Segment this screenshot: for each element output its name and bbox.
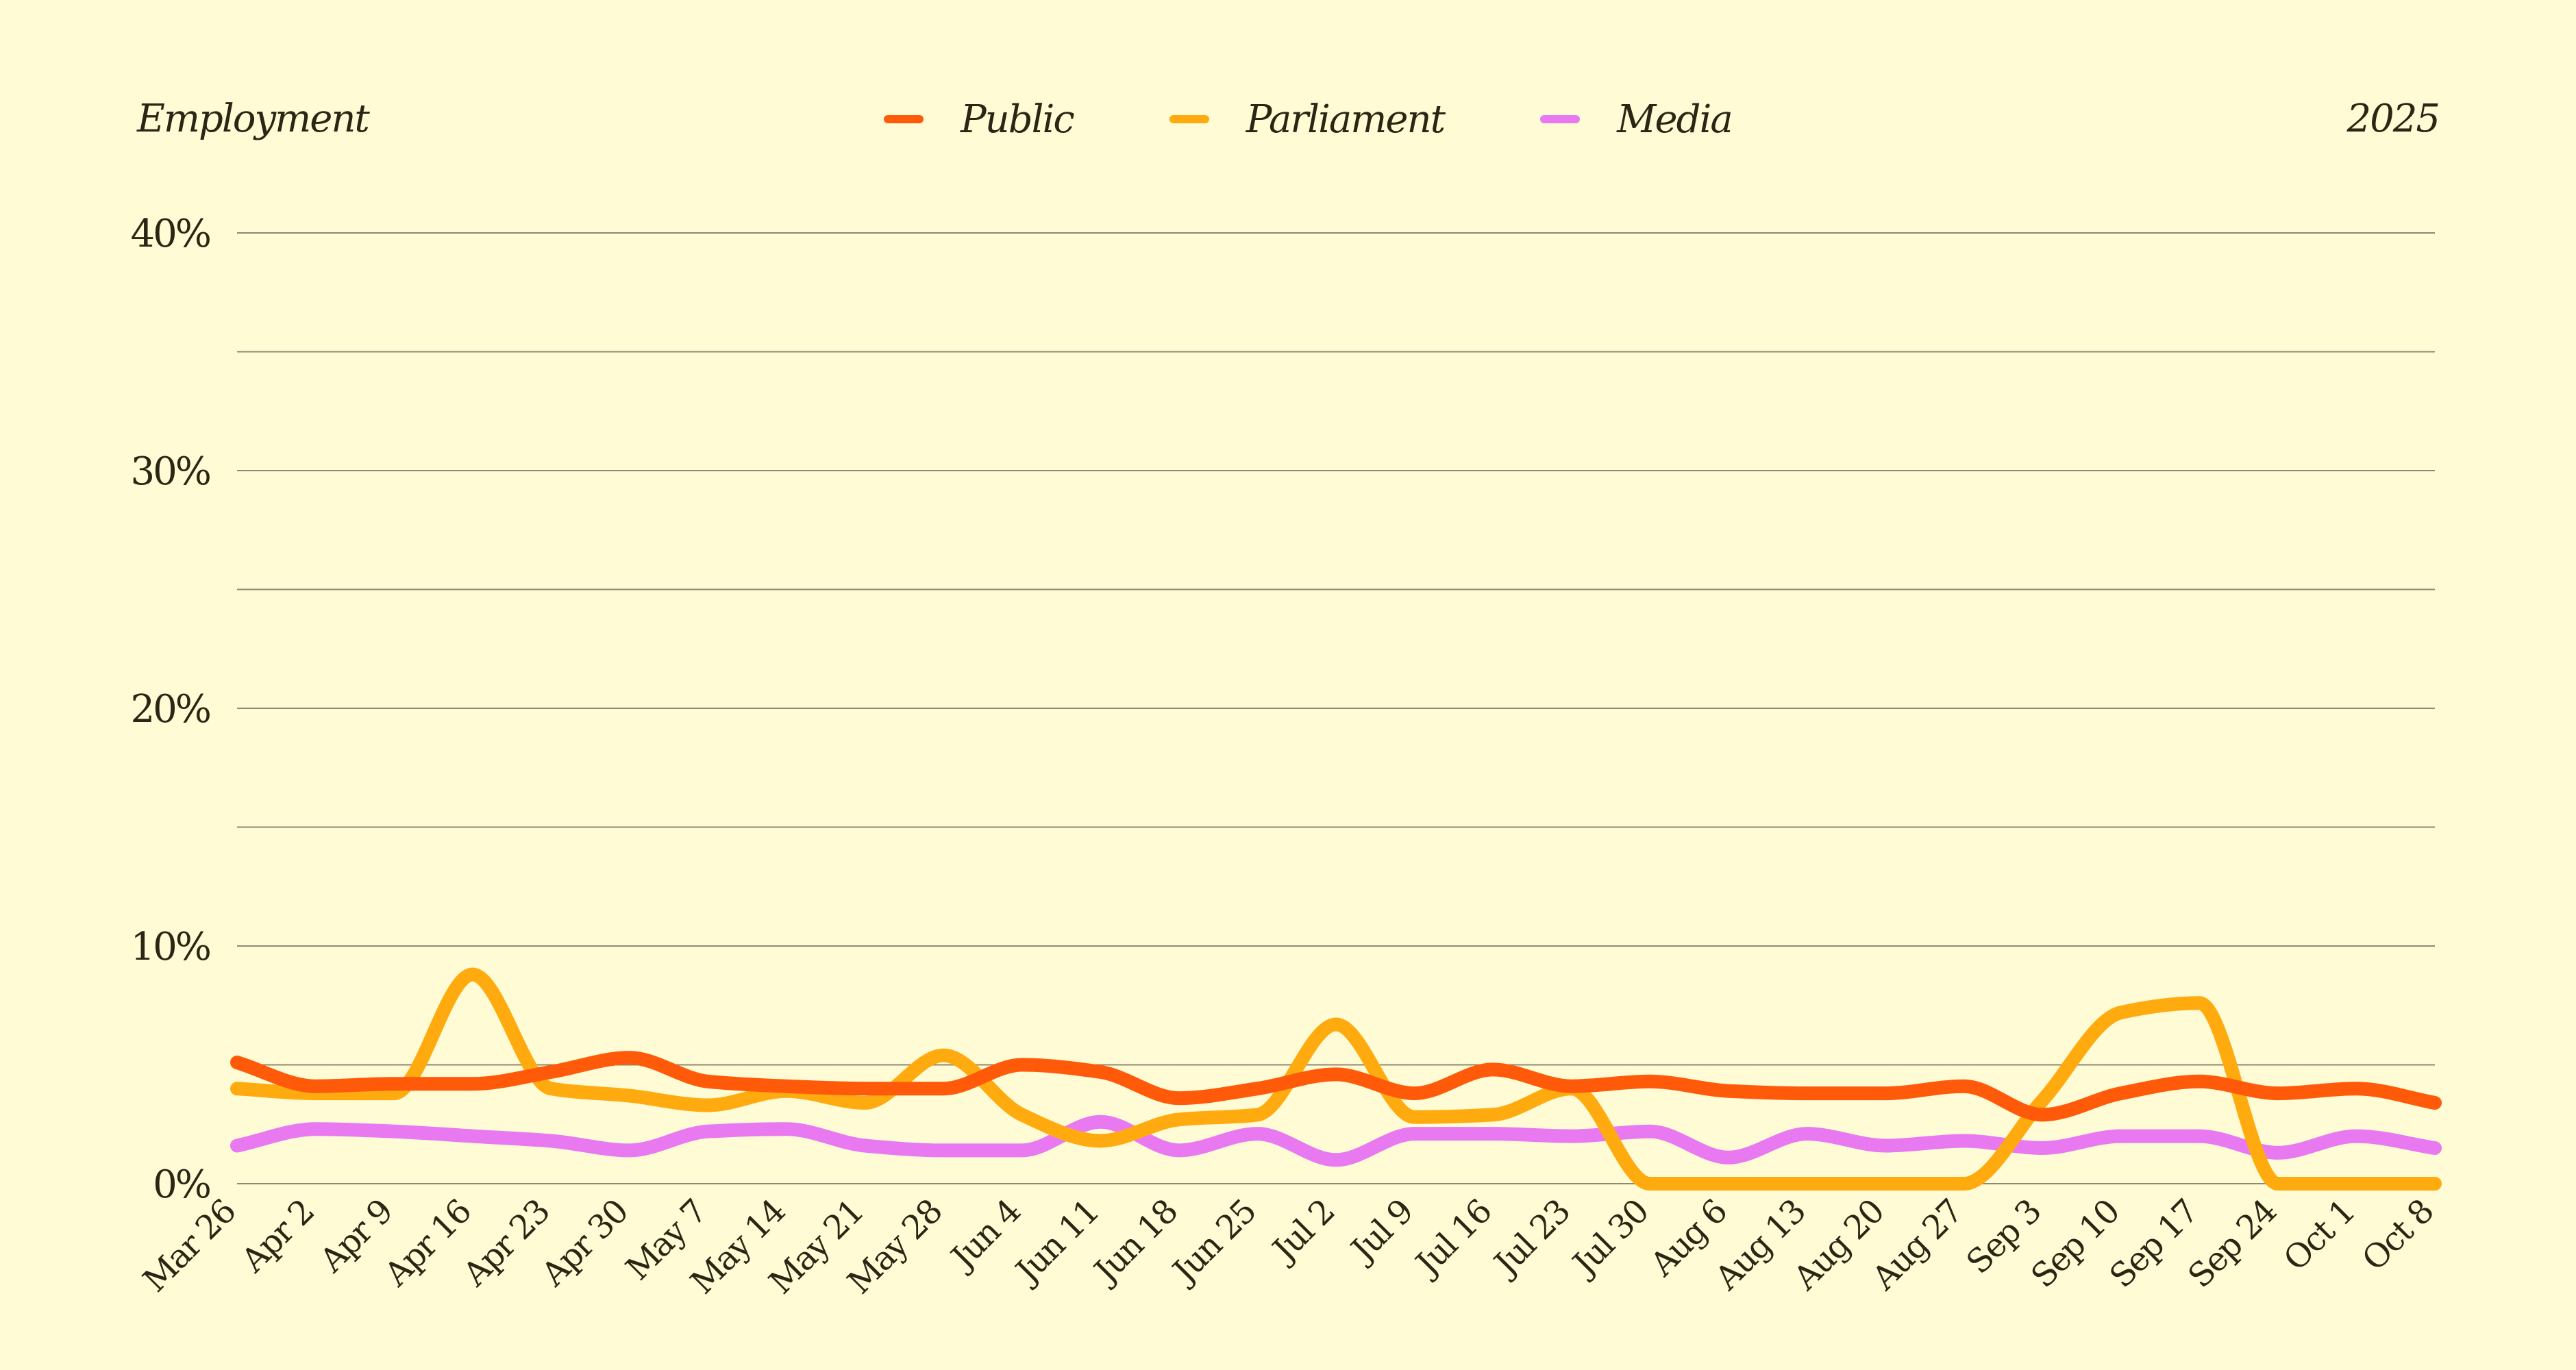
y-tick-label: 30% — [131, 449, 210, 494]
y-tick-label: 0% — [153, 1162, 210, 1207]
x-tick-label: Jun 11 — [1006, 1193, 1106, 1293]
x-tick-label: Aug 27 — [1864, 1193, 1970, 1298]
x-tick-label: Aug 13 — [1707, 1193, 1813, 1298]
x-tick-label: Jul 30 — [1563, 1193, 1656, 1285]
y-axis-tick-labels: 0% 10% 20% 30% 40% — [131, 212, 212, 1207]
y-tick-label: 40% — [131, 212, 210, 256]
y-tick-label: 20% — [131, 687, 210, 732]
legend-item-parliament[interactable]: Parliament — [1169, 97, 1446, 142]
legend-swatch-parliament — [1169, 115, 1209, 123]
series-line-media — [230, 1114, 2442, 1167]
legend-item-media[interactable]: Media — [1540, 97, 1733, 142]
x-tick-label: Sep 17 — [2103, 1193, 2205, 1295]
legend-item-public[interactable]: Public — [884, 97, 1075, 142]
x-tick-label: Jun 18 — [1085, 1193, 1185, 1293]
x-tick-label: Apr 23 — [456, 1193, 557, 1294]
legend-label-parliament: Parliament — [1246, 97, 1446, 142]
x-tick-label: Oct 1 — [2277, 1193, 2362, 1278]
y-tick-label: 10% — [131, 925, 210, 969]
x-tick-label: Jul 9 — [1341, 1193, 1420, 1271]
series-line-parliament — [230, 967, 2442, 1191]
x-tick-label: Jun 25 — [1163, 1193, 1263, 1293]
x-tick-label: Jul 16 — [1407, 1193, 1499, 1285]
series-line-public — [230, 1051, 2442, 1122]
x-tick-label: Sep 10 — [2024, 1193, 2127, 1295]
year-label: 2025 — [2346, 97, 2440, 141]
x-tick-label: Jul 2 — [1263, 1193, 1342, 1271]
legend-swatch-public — [884, 115, 924, 123]
legend-label-media: Media — [1617, 97, 1733, 142]
chart-title: Employment — [137, 97, 370, 141]
legend-swatch-media — [1540, 115, 1581, 123]
gridlines — [237, 232, 2435, 1184]
x-tick-label: Oct 8 — [2355, 1193, 2440, 1278]
x-tick-label: Apr 16 — [377, 1193, 478, 1294]
x-tick-label: Apr 2 — [234, 1193, 321, 1280]
legend: Public Parliament Media — [884, 92, 1828, 147]
x-tick-label: Jul 23 — [1485, 1193, 1577, 1285]
legend-label-public: Public — [961, 97, 1075, 142]
series-lines — [230, 967, 2442, 1191]
x-tick-label: Sep 24 — [2181, 1193, 2283, 1295]
x-tick-label: Aug 20 — [1786, 1193, 1892, 1298]
x-tick-label: Apr 30 — [534, 1193, 635, 1294]
x-tick-label: Mar 26 — [136, 1193, 243, 1299]
